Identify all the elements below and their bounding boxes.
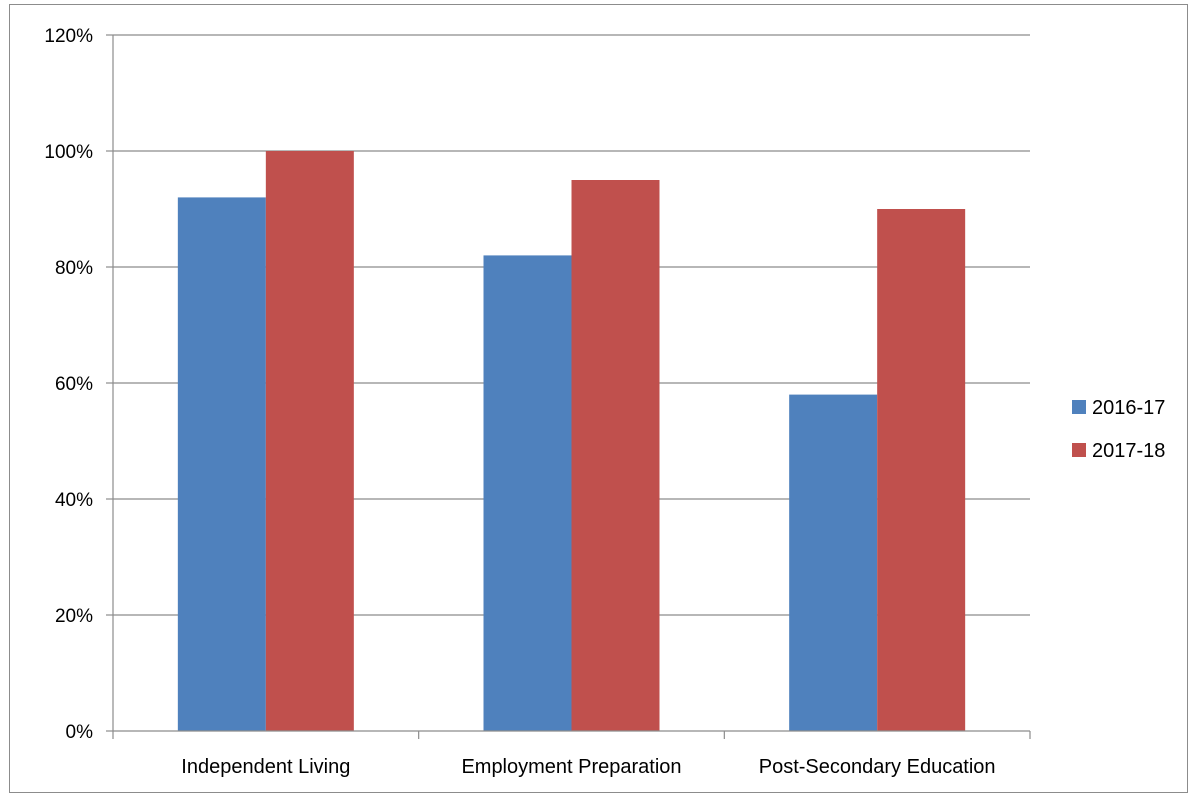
x-category-label-2: Post-Secondary Education <box>759 756 996 778</box>
y-tick-labels: 0% 20% 40% 60% 80% 100% 120% <box>44 26 93 743</box>
bar-2017-18-employment-preparation <box>571 180 660 731</box>
axes <box>106 34 1031 739</box>
y-tick-label-100: 100% <box>44 142 93 163</box>
bar-2016-17-independent-living <box>177 197 266 731</box>
legend: 2016-17 2017-18 <box>1072 397 1165 462</box>
legend-swatch-2017-18 <box>1072 443 1086 457</box>
y-tick-label-20: 20% <box>55 606 93 627</box>
y-tick-label-40: 40% <box>55 490 93 511</box>
legend-swatch-2016-17 <box>1072 400 1086 414</box>
bar-2017-18-post-secondary-education <box>877 209 966 731</box>
y-tick-label-60: 60% <box>55 374 93 395</box>
bar-2017-18-independent-living <box>265 151 354 731</box>
y-tick-label-120: 120% <box>44 26 93 47</box>
x-category-labels: Independent Living Employment Preparation… <box>181 756 995 778</box>
bars <box>177 151 966 731</box>
bar-2016-17-employment-preparation <box>483 255 572 731</box>
x-category-label-1: Employment Preparation <box>461 756 681 778</box>
x-category-label-0: Independent Living <box>181 756 350 778</box>
legend-label-2016-17: 2016-17 <box>1092 397 1165 419</box>
bar-2016-17-post-secondary-education <box>789 394 878 731</box>
y-tick-label-0: 0% <box>66 722 94 743</box>
y-tick-label-80: 80% <box>55 258 93 279</box>
legend-label-2017-18: 2017-18 <box>1092 440 1165 462</box>
